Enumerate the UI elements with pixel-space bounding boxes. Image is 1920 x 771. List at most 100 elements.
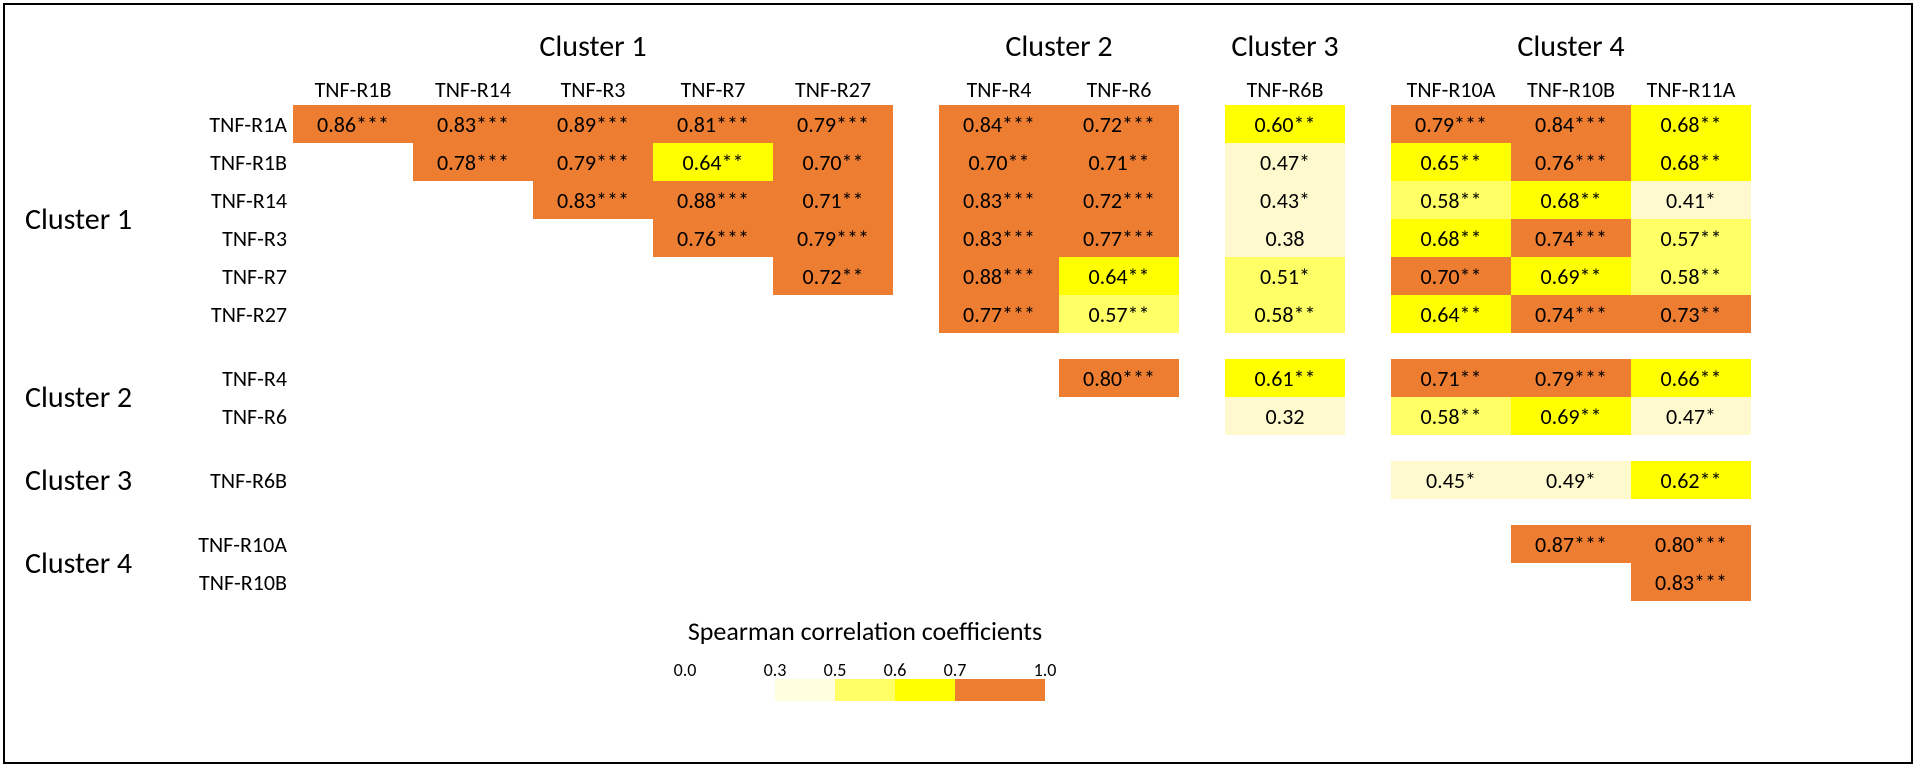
row-label: TNF-R7 (177, 257, 293, 295)
heatmap-cell: 0.72** (773, 257, 893, 295)
heatmap-cell: 0.57** (1631, 219, 1751, 257)
heatmap-cell: 0.43* (1225, 181, 1345, 219)
col-header: TNF-R3 (533, 69, 653, 105)
heatmap-cell: 0.83*** (533, 181, 653, 219)
heatmap-cell: 0.88*** (939, 257, 1059, 295)
heatmap-cell: 0.38 (1225, 219, 1345, 257)
heatmap-cell: 0.76*** (1511, 143, 1631, 181)
row-label: TNF-R27 (177, 295, 293, 333)
legend-tick: 0.0 (674, 659, 697, 681)
row-label: TNF-R3 (177, 219, 293, 257)
row-label: TNF-R10A (177, 525, 293, 563)
heatmap-cell: 0.58** (1391, 181, 1511, 219)
heatmap-cell: 0.78*** (413, 143, 533, 181)
row-cluster-label: Cluster 4 (25, 525, 177, 601)
heatmap-cell (1391, 525, 1511, 563)
row-label: TNF-R4 (177, 359, 293, 397)
heatmap-cell (939, 563, 1059, 601)
heatmap-cell: 0.79*** (1511, 359, 1631, 397)
heatmap-cell: 0.79*** (773, 105, 893, 143)
legend-segment (775, 679, 835, 701)
heatmap-cell: 0.86*** (293, 105, 413, 143)
legend-ticks: 0.00.30.50.60.71.0 (685, 659, 1045, 679)
heatmap-cell: 0.70** (939, 143, 1059, 181)
heatmap-cell (413, 257, 533, 295)
heatmap-cell: 0.64** (653, 143, 773, 181)
heatmap-cell: 0.58** (1631, 257, 1751, 295)
legend-segment (895, 679, 955, 701)
heatmap-cell: 0.64** (1059, 257, 1179, 295)
heatmap-cell: 0.70** (1391, 257, 1511, 295)
col-header: TNF-R7 (653, 69, 773, 105)
heatmap-cell (293, 563, 413, 601)
heatmap-cell (653, 359, 773, 397)
heatmap-cell (939, 525, 1059, 563)
heatmap-cell: 0.77*** (1059, 219, 1179, 257)
legend-tick: 0.3 (764, 659, 787, 681)
heatmap-cell (773, 359, 893, 397)
heatmap-cell: 0.72*** (1059, 181, 1179, 219)
heatmap-cell: 0.79*** (533, 143, 653, 181)
heatmap-cell (1391, 563, 1511, 601)
heatmap-cell (1059, 397, 1179, 435)
heatmap-cell: 0.68** (1631, 105, 1751, 143)
heatmap-cell (1059, 461, 1179, 499)
heatmap-cell: 0.65** (1391, 143, 1511, 181)
heatmap-cell (533, 397, 653, 435)
row-label: TNF-R6B (177, 461, 293, 499)
heatmap-cell (413, 359, 533, 397)
heatmap-cell (773, 295, 893, 333)
heatmap-cell: 0.32 (1225, 397, 1345, 435)
legend-tick: 1.0 (1034, 659, 1057, 681)
col-cluster-header: Cluster 4 (1391, 25, 1751, 69)
heatmap-cell (533, 295, 653, 333)
col-cluster-header: Cluster 1 (293, 25, 893, 69)
heatmap-cell (293, 181, 413, 219)
heatmap-cell (293, 219, 413, 257)
heatmap-cell (773, 397, 893, 435)
heatmap-cell (1511, 563, 1631, 601)
legend: Spearman correlation coefficients 0.00.3… (685, 615, 1045, 706)
heatmap-cell (533, 257, 653, 295)
col-cluster-header: Cluster 2 (939, 25, 1179, 69)
heatmap-cell (413, 563, 533, 601)
heatmap-cell: 0.74*** (1511, 295, 1631, 333)
heatmap-cell: 0.84*** (1511, 105, 1631, 143)
col-header: TNF-R10A (1391, 69, 1511, 105)
heatmap-cell (293, 461, 413, 499)
heatmap-cell (773, 563, 893, 601)
heatmap-cell: 0.60** (1225, 105, 1345, 143)
heatmap-cell (413, 461, 533, 499)
heatmap-cell: 0.69** (1511, 257, 1631, 295)
heatmap-cell: 0.57** (1059, 295, 1179, 333)
heatmap-cell (293, 397, 413, 435)
heatmap-cell: 0.51* (1225, 257, 1345, 295)
heatmap-cell (773, 461, 893, 499)
legend-title: Spearman correlation coefficients (685, 615, 1045, 647)
heatmap-cell (1059, 563, 1179, 601)
heatmap-cell (939, 397, 1059, 435)
row-cluster-label: Cluster 2 (25, 359, 177, 435)
heatmap-cell: 0.45* (1391, 461, 1511, 499)
row-cluster-label: Cluster 3 (25, 461, 177, 499)
heatmap-cell: 0.80*** (1631, 525, 1751, 563)
row-cluster-label: Cluster 1 (25, 105, 177, 333)
heatmap-cell (533, 219, 653, 257)
col-header: TNF-R6B (1225, 69, 1345, 105)
heatmap-cell: 0.58** (1225, 295, 1345, 333)
heatmap-cell (293, 257, 413, 295)
heatmap-cell (293, 359, 413, 397)
heatmap-cell (773, 525, 893, 563)
heatmap-cell (293, 295, 413, 333)
heatmap-cell: 0.68** (1391, 219, 1511, 257)
col-cluster-header: Cluster 3 (1225, 25, 1345, 69)
row-label: TNF-R10B (177, 563, 293, 601)
heatmap-cell: 0.47* (1631, 397, 1751, 435)
col-header: TNF-R10B (1511, 69, 1631, 105)
row-label: TNF-R6 (177, 397, 293, 435)
heatmap-cell: 0.71** (1391, 359, 1511, 397)
heatmap-cell: 0.49* (1511, 461, 1631, 499)
heatmap-cell (413, 525, 533, 563)
heatmap-cell: 0.70** (773, 143, 893, 181)
heatmap-cell (653, 525, 773, 563)
